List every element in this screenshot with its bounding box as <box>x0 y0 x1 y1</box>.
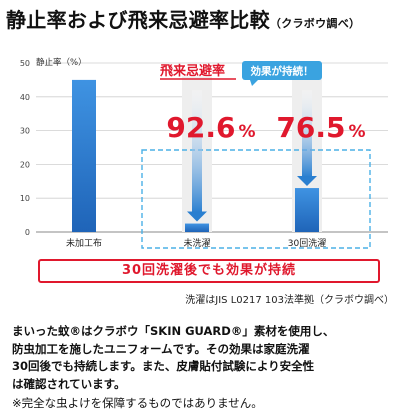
y-tick-label: 40 <box>20 93 30 102</box>
x-tick-label: 30回洗濯 <box>288 237 326 249</box>
description-line: 防虫加工を施したユニフォームです。その効果は家庭洗濯 <box>12 341 310 356</box>
y-axis: 0 10 20 30 40 50 <box>20 59 30 237</box>
arrow-shaft <box>302 90 312 178</box>
source-note: 洗濯はJIS L0217 103法準拠（クラボウ調べ） <box>185 295 394 306</box>
y-tick-label: 0 <box>25 228 30 237</box>
arrow-head <box>297 176 317 187</box>
effect-banner: 30回洗濯後でも効果が持続 <box>38 259 380 283</box>
rate-value: 92.6% <box>166 111 255 144</box>
arrow-shaft <box>192 90 202 213</box>
rate-number: 92.6 <box>166 111 235 144</box>
y-axis-label: 静止率（%） <box>36 57 87 68</box>
bar <box>72 79 96 233</box>
description: まいった蚊®はクラボウ「SKIN GUARD®」素材を使用し、 防虫加工を施した… <box>12 323 412 393</box>
rate-unit: % <box>239 122 256 142</box>
description-line: 30回後でも持続します。また、皮膚貼付試験により安全性 <box>12 359 315 373</box>
y-tick-label: 30 <box>20 127 30 136</box>
badge-pointer <box>250 80 258 86</box>
bar <box>185 223 209 232</box>
title-main: 静止率および飛来忌避率比較 <box>6 8 270 32</box>
description-line: は確認されています。 <box>12 376 126 391</box>
y-tick-label: 10 <box>20 194 30 203</box>
dashed-highlight-box <box>141 149 371 249</box>
y-tick-label: 50 <box>20 59 30 68</box>
disclaimer-note: ※完全な虫よけを保障するものではありません。 <box>12 396 263 410</box>
x-tick-label: 未加工布 <box>66 237 102 249</box>
bar <box>295 188 319 232</box>
description-line: まいった蚊®はクラボウ「SKIN GUARD®」素材を使用し、 <box>12 324 335 338</box>
title-subtitle: （クラボウ調べ） <box>269 17 361 30</box>
badge-text: 効果が持続！ <box>251 65 314 78</box>
arrow-head <box>187 211 207 222</box>
x-axis-labels: 未加工布 未洗濯 30回洗濯 <box>66 237 326 249</box>
badge-box <box>242 61 322 80</box>
rate-unit: % <box>349 122 366 142</box>
chart: 0 10 20 30 40 50 静止率（%） 未加工布 未洗濯 30回洗濯 飛来忌避率 効果が… <box>20 57 388 249</box>
chart-annotations: 飛来忌避率 効果が持続！92.6% 76.5% <box>141 61 371 249</box>
rate-value: 76.5% <box>276 111 365 144</box>
repel-rate-heading: 飛来忌避率 <box>159 63 225 79</box>
x-tick-label: 未洗濯 <box>183 237 210 249</box>
page-title: 静止率および飛来忌避率比較（クラボウ調べ） <box>6 4 360 33</box>
rate-number: 76.5 <box>276 111 345 144</box>
y-tick-label: 20 <box>20 160 30 169</box>
